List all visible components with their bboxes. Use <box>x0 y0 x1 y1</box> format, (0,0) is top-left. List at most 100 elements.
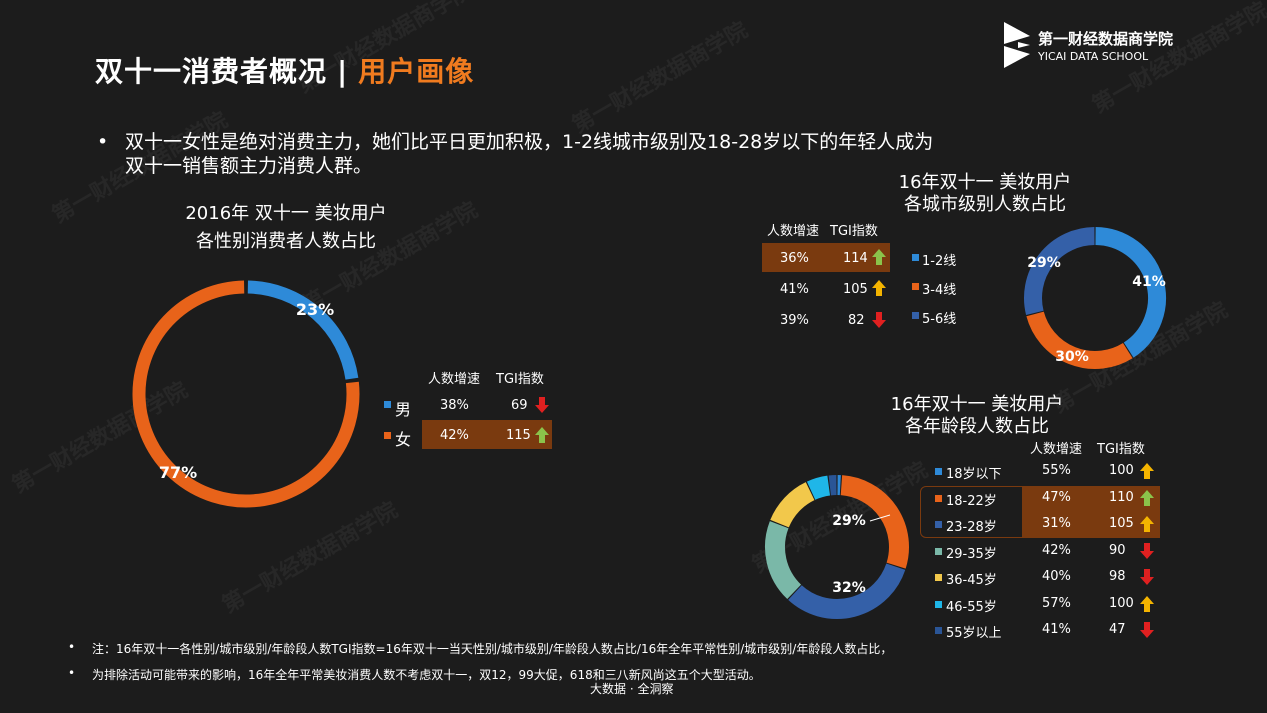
age-tgi: 100 <box>1109 463 1134 478</box>
title-separator: | <box>337 55 349 88</box>
note-marker: • <box>68 666 76 680</box>
donut-label-0: 41% <box>1132 274 1166 290</box>
age-tgi: 105 <box>1109 516 1134 531</box>
chart-title: 2016年 双十一 美妆用户 <box>185 203 387 224</box>
age-growth: 41% <box>1042 622 1071 637</box>
age-tgi: 47 <box>1109 622 1126 637</box>
age-donut-chart: 29% 32% <box>765 475 909 619</box>
age-legend-swatch <box>935 627 942 634</box>
summary-line-2: 双十一销售额主力消费人群。 <box>125 155 373 177</box>
age-growth: 40% <box>1042 569 1071 584</box>
legend-label-1-2: 1-2线 <box>922 254 957 269</box>
legend-swatch-male <box>384 401 391 408</box>
age-growth: 42% <box>1042 542 1071 558</box>
male-tgi: 69 <box>511 398 528 413</box>
male-growth: 38% <box>440 398 469 413</box>
city-1-2-tgi: 114 <box>843 251 868 266</box>
age-tgi: 90 <box>1109 542 1126 558</box>
city-chart-title: 16年双十一 美妆用户 各城市级别人数占比 <box>870 172 1100 216</box>
arrow-down-icon <box>872 312 886 328</box>
chart-title: 16年双十一 美妆用户 <box>898 172 1072 193</box>
city-5-6-tgi: 82 <box>848 313 865 328</box>
footer-text: 大数据 · 全洞察 <box>590 682 674 696</box>
arrow-up-icon <box>1140 463 1154 479</box>
donut-slice-2 <box>1024 227 1095 316</box>
logo-icon <box>1004 22 1030 68</box>
age-legend-swatch <box>935 600 942 608</box>
legend-label-female: 女 <box>395 430 412 449</box>
donut-slice-1 <box>132 280 360 508</box>
arrow-down-icon <box>1140 569 1154 585</box>
city-table-header-growth: 人数增速 <box>767 224 820 239</box>
legend-swatch-3-4 <box>912 283 919 290</box>
donut-slice-3 <box>765 521 802 600</box>
legend-label-male: 男 <box>395 400 412 419</box>
donut-slice-0 <box>247 280 359 380</box>
city-donut-chart: 41% 30% 29% <box>1024 227 1166 369</box>
donut-slice-2 <box>788 563 906 619</box>
gender-highlight-row <box>422 420 552 449</box>
donut-label-1: 77% <box>159 463 197 482</box>
logo-subtitle: YICAI DATA SCHOOL <box>1038 50 1149 63</box>
female-tgi: 115 <box>506 428 531 443</box>
gender-donut-chart: 23% 77% <box>132 280 360 508</box>
gender-table-header-tgi: TGI指数 <box>496 372 544 387</box>
donut-slice-1 <box>840 475 909 569</box>
chart-title: 16年双十一 美妆用户 <box>890 394 1064 415</box>
chart-subtitle: 各年龄段人数占比 <box>905 416 1049 437</box>
legend-swatch-5-6 <box>912 312 919 319</box>
age-table-header-growth: 人数增速 <box>1030 442 1083 457</box>
note-marker: • <box>68 640 76 654</box>
age-tgi: 110 <box>1109 489 1134 505</box>
label-leader-line <box>869 514 891 522</box>
age-legend-label: 29-35岁 <box>946 546 997 562</box>
summary-line-1: 双十一女性是绝对消费主力，她们比平日更加积极，1-2线城市级别及18-28岁以下… <box>125 131 934 153</box>
note-line-2: 为排除活动可能带来的影响，16年全年平常美妆消费人数不考虑双十一，双12，99大… <box>92 668 761 682</box>
age-legend-label: 18-22岁 <box>946 493 997 509</box>
arrow-up-icon <box>1140 489 1154 506</box>
arrow-up-green-icon <box>535 427 549 443</box>
page-title: 双十一消费者概况 | 用户画像 <box>95 50 474 90</box>
legend-swatch-1-2 <box>912 254 919 261</box>
age-chart-title: 16年双十一 美妆用户 各年龄段人数占比 <box>862 394 1092 438</box>
age-legend-swatch <box>935 574 942 581</box>
chart-subtitle: 各城市级别人数占比 <box>904 194 1066 215</box>
city-1-2-growth: 36% <box>780 251 809 266</box>
age-legend-swatch <box>935 468 942 475</box>
arrow-up-icon <box>1140 595 1154 612</box>
arrow-down-icon <box>1140 622 1154 638</box>
donut-label-1: 29% <box>832 513 866 529</box>
gender-chart-title: 2016年 双十一 美妆用户 各性别消费者人数占比 <box>166 200 406 256</box>
donut-label-0: 23% <box>296 300 334 319</box>
city-5-6-growth: 39% <box>780 313 809 328</box>
age-highlight-rows <box>1022 486 1160 538</box>
watermark: 第一财经数据商学院 <box>568 17 753 139</box>
logo-name: 第一财经数据商学院 <box>1038 30 1174 48</box>
arrow-up-yellow-icon <box>872 280 886 296</box>
age-tgi: 100 <box>1109 595 1134 611</box>
age-legend-swatch <box>935 547 942 555</box>
female-growth: 42% <box>440 428 469 443</box>
city-3-4-tgi: 105 <box>843 282 868 297</box>
age-legend-label: 36-45岁 <box>946 573 997 588</box>
donut-label-2: 32% <box>832 580 866 596</box>
arrow-up-green-icon <box>872 249 886 265</box>
donut-slice-0 <box>1095 227 1166 358</box>
arrow-up-icon <box>1140 516 1154 532</box>
age-growth: 57% <box>1042 595 1071 611</box>
title-highlight: 用户画像 <box>358 55 475 88</box>
arrow-down-icon <box>1140 542 1154 559</box>
legend-label-3-4: 3-4线 <box>922 283 957 298</box>
age-growth: 47% <box>1042 489 1071 505</box>
city-highlight-row <box>762 243 890 272</box>
age-highlight-outline <box>920 486 1160 538</box>
age-tgi: 98 <box>1109 569 1126 584</box>
donut-label-1: 30% <box>1055 349 1089 365</box>
city-3-4-growth: 41% <box>780 282 809 297</box>
legend-label-5-6: 5-6线 <box>922 312 957 327</box>
donut-slice-5 <box>806 475 831 500</box>
age-legend-label: 46-55岁 <box>946 599 997 615</box>
donut-slice-1 <box>1026 311 1133 369</box>
city-table-header-tgi: TGI指数 <box>830 224 878 239</box>
donut-label-2: 29% <box>1027 255 1061 271</box>
